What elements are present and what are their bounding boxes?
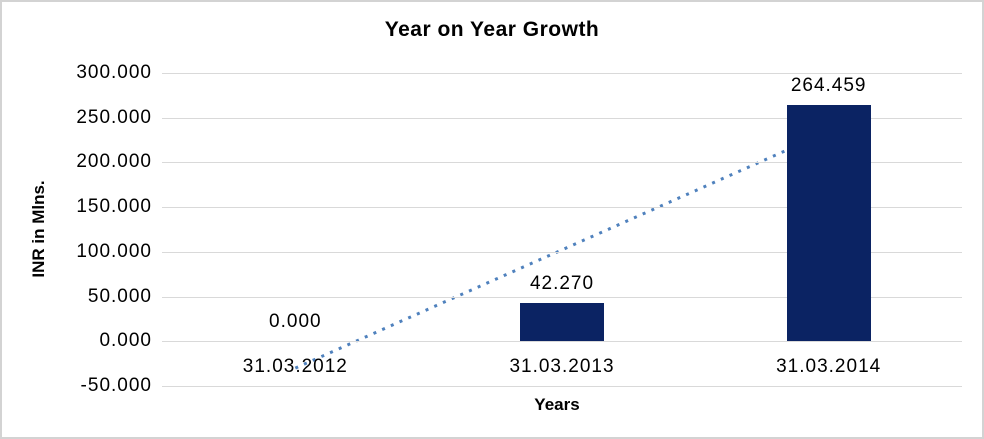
- plot-area: 0.000 31.03.2012 42.270 31.03.2013 264.459 31…: [162, 73, 962, 387]
- y-tick-label: -50.000: [80, 375, 152, 396]
- y-axis-ticks: 300.000 250.000 200.000 150.000 100.000 50.00…: [2, 62, 152, 396]
- bar: [786, 104, 871, 342]
- gridline: [162, 73, 962, 74]
- gridline: [162, 207, 962, 209]
- y-tick-label: 50.000: [87, 285, 152, 307]
- x-tick-label: 31.03.2013: [509, 356, 615, 378]
- gridline: [162, 117, 962, 119]
- gridline: [162, 251, 962, 253]
- x-axis-title: Years: [534, 395, 580, 414]
- y-tick-label: 300.000: [76, 62, 152, 83]
- y-tick-label: 100.000: [76, 240, 152, 262]
- data-label: 42.270: [529, 273, 595, 295]
- y-tick-label: 200.000: [76, 151, 152, 173]
- gridline: [162, 341, 962, 343]
- data-label: 264.459: [790, 74, 867, 96]
- bar: [520, 303, 604, 342]
- x-tick-label: 31.03.2014: [776, 356, 882, 378]
- chart-title: Year on Year Growth: [384, 18, 600, 41]
- x-tick-label: 31.03.2012: [242, 356, 348, 378]
- gridline: [162, 162, 962, 164]
- y-tick-label: 250.000: [76, 106, 152, 128]
- gridline: [162, 296, 962, 298]
- y-tick-label: 0.000: [99, 330, 152, 352]
- data-label: 0.000: [269, 311, 322, 333]
- gridline: [162, 386, 962, 387]
- y-tick-label: 150.000: [76, 196, 152, 218]
